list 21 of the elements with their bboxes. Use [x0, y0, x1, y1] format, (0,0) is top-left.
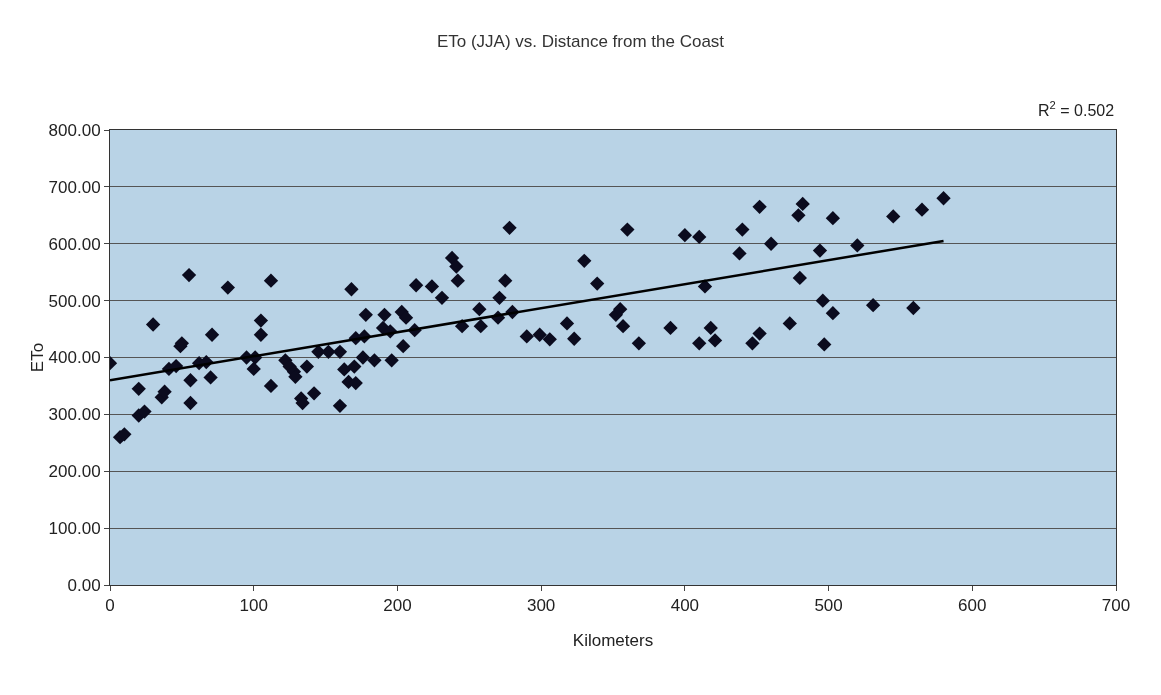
- y-tick-label: 800.00: [48, 120, 101, 140]
- x-tick-label: 700: [1101, 596, 1131, 616]
- y-tick-label: 400.00: [48, 348, 101, 368]
- x-tick-label: 0: [105, 596, 115, 616]
- y-tick-label: 300.00: [48, 405, 101, 425]
- x-tick-label: 100: [239, 596, 268, 616]
- y-tick-label: 700.00: [48, 177, 101, 197]
- x-tick-label: 500: [814, 596, 843, 616]
- y-tick-label: 500.00: [48, 291, 101, 311]
- chart-title: ETo (JJA) vs. Distance from the Coast: [436, 31, 725, 51]
- y-tick-label: 100.00: [48, 519, 101, 539]
- x-tick-label: 200: [383, 596, 412, 616]
- y-tick-label: 200.00: [48, 462, 101, 482]
- x-tick-label: 300: [526, 596, 556, 616]
- x-tick-label: 400: [670, 596, 700, 616]
- x-axis-title: Kilometers: [572, 631, 654, 650]
- y-tick-label: 600.00: [48, 234, 101, 254]
- y-tick-label: 0.00: [67, 575, 101, 595]
- text: R$^{2}$ = 0.502: [1038, 99, 1115, 119]
- x-tick-label: 600: [958, 596, 987, 616]
- y-axis-title: ETo: [27, 342, 47, 373]
